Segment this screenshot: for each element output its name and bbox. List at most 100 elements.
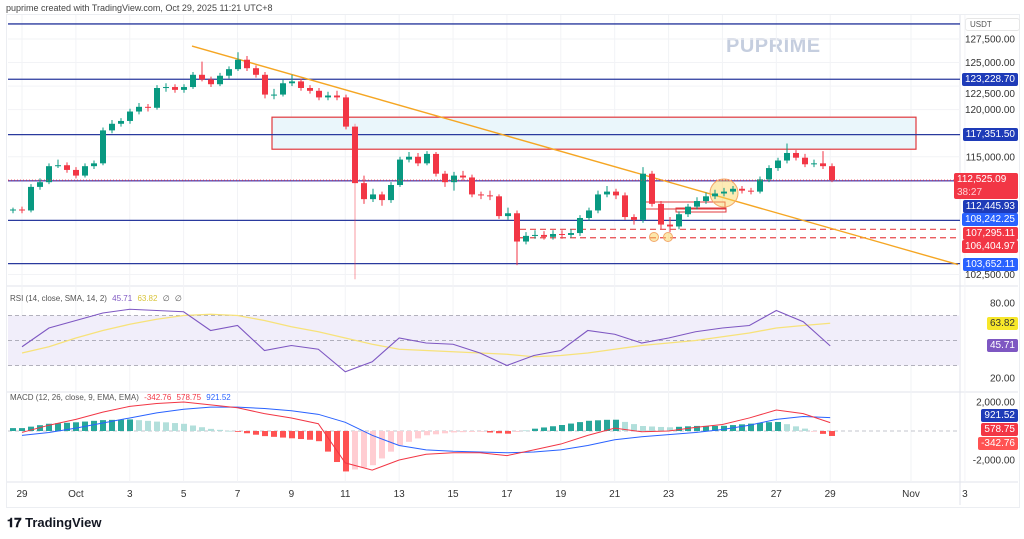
currency-label[interactable]: USDT xyxy=(965,18,1020,31)
candle-body xyxy=(820,163,826,167)
date-tick-label: 17 xyxy=(501,489,513,500)
candle xyxy=(253,65,259,78)
rsi-value-label: 45.71 xyxy=(986,339,1018,353)
candle xyxy=(766,165,772,183)
rsi-ma-value-label: 63.82 xyxy=(986,316,1018,330)
macd-histogram-bar xyxy=(604,419,610,431)
candle-body xyxy=(568,233,574,235)
candle xyxy=(199,61,205,82)
candle-body xyxy=(811,163,817,165)
candle-body xyxy=(55,165,61,167)
candle-body xyxy=(10,209,16,211)
macd-histogram-bar xyxy=(352,431,358,470)
macd-legend: MACD (12, 26, close, 9, EMA, EMA) -342.7… xyxy=(10,393,234,402)
candle-body xyxy=(433,153,439,174)
date-tick-label: Nov xyxy=(902,489,920,500)
macd-histogram-bar xyxy=(91,420,97,431)
candle xyxy=(595,190,601,214)
candle xyxy=(442,170,448,187)
candle xyxy=(271,88,277,100)
candle-body xyxy=(109,123,115,131)
macd-histogram-bar xyxy=(280,431,286,438)
candle-body xyxy=(172,87,178,90)
level-price-label: 112,445.93 xyxy=(962,200,1018,213)
candle xyxy=(487,190,493,201)
rsi-tick-label: 20.00 xyxy=(990,374,1015,385)
macd-histogram-bar xyxy=(298,431,304,440)
candle-body xyxy=(415,156,421,164)
candle-body xyxy=(586,210,592,218)
macd-histogram-bar xyxy=(415,431,421,439)
candle-body xyxy=(118,120,124,124)
candle xyxy=(217,72,223,87)
candle xyxy=(514,210,520,266)
macd-histogram-bar xyxy=(451,431,457,433)
macd-histogram-bar xyxy=(217,429,223,431)
candle xyxy=(190,71,196,89)
macd-histogram-bar xyxy=(622,421,628,431)
macd-histogram-bar xyxy=(73,422,79,431)
candle xyxy=(622,192,628,220)
macd-histogram-bar xyxy=(424,431,430,436)
candle-body xyxy=(154,87,160,108)
candle xyxy=(433,152,439,177)
macd-histogram-bar xyxy=(433,431,439,435)
candle-body xyxy=(424,153,430,164)
macd-histogram-bar xyxy=(181,423,187,431)
candle xyxy=(64,162,70,173)
candle-body xyxy=(667,224,673,227)
candle xyxy=(739,185,745,194)
candle-body xyxy=(730,188,736,192)
candle-body xyxy=(46,166,52,183)
candle xyxy=(694,197,700,210)
candle xyxy=(658,201,664,230)
candle xyxy=(172,84,178,93)
macd-tick-label: -2,000.00 xyxy=(973,456,1016,467)
macd-histogram-bar xyxy=(46,423,52,431)
price-tick-label: 102,500.00 xyxy=(965,270,1015,281)
macd-histogram-bar xyxy=(64,422,70,431)
date-tick-label: 3 xyxy=(962,489,968,500)
candle-body xyxy=(289,81,295,84)
candle xyxy=(568,229,574,238)
date-tick-label: 9 xyxy=(289,489,295,500)
macd-histogram-bar xyxy=(775,421,781,431)
macd-histogram-bar xyxy=(757,422,763,431)
candle-body xyxy=(334,95,340,98)
macd-histogram-bar xyxy=(829,431,835,436)
candle xyxy=(226,66,232,79)
double-bottom-circle-annotation xyxy=(649,232,659,242)
macd-histogram-bar xyxy=(505,431,511,434)
candle xyxy=(586,207,592,221)
level-price-label: 117,351.50 xyxy=(962,128,1018,142)
candle-body xyxy=(127,111,133,121)
date-tick-label: 25 xyxy=(717,489,729,500)
last-price-value: 112,525.09 xyxy=(957,174,1007,186)
candle-body xyxy=(541,234,547,237)
tradingview-logo[interactable]: 𝟏𝟕 TradingView xyxy=(7,515,101,531)
macd-histogram-bar xyxy=(208,428,214,431)
macd-histogram-bar xyxy=(712,425,718,431)
macd-histogram-bar xyxy=(613,419,619,431)
rsi-ma-value: 63.82 xyxy=(137,294,158,303)
candle-body xyxy=(766,168,772,180)
candle-body xyxy=(91,163,97,167)
rsi-legend: RSI (14, close, SMA, 14, 2) 45.71 63.82 … xyxy=(10,294,185,303)
macd-histogram-bar xyxy=(442,431,448,434)
puprime-watermark-logo: PUPRIME xyxy=(726,35,821,57)
candle xyxy=(775,157,781,171)
candle-body xyxy=(397,159,403,186)
date-tick-label: 15 xyxy=(447,489,459,500)
candle xyxy=(316,87,322,101)
macd-histogram-bar xyxy=(793,426,799,431)
candle-body xyxy=(739,188,745,191)
macd-histogram-bar xyxy=(694,425,700,431)
candle xyxy=(280,79,286,97)
candle xyxy=(784,143,790,164)
candle-body xyxy=(460,175,466,178)
macd-histogram-bar xyxy=(568,423,574,431)
candle-body xyxy=(352,126,358,184)
candle-body xyxy=(316,90,322,98)
rsi-value: 45.71 xyxy=(112,294,133,303)
